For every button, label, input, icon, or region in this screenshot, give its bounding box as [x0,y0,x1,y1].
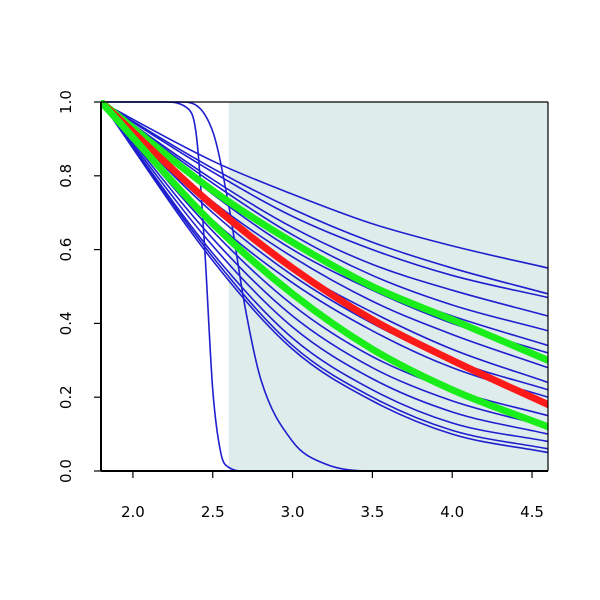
blue-curve-16 [101,101,548,450]
x-tick-label-3.5: 3.5 [360,503,384,521]
y-tick-label-1.0: 1.0 [57,90,75,114]
blue-curve-13 [101,101,548,428]
blue-curve-3 [101,101,548,299]
blue-curve-4 [101,101,548,317]
y-tick-label-0.2: 0.2 [57,385,75,409]
x-tick-label-4.0: 4.0 [440,503,464,521]
x-tick-label-4.5: 4.5 [520,503,544,521]
y-tick-label-0.6: 0.6 [57,238,75,262]
blue-curve-1 [101,101,548,269]
y-tick-label-0.8: 0.8 [57,164,75,188]
green-curve-20 [101,100,548,364]
x-tick-label-2.5: 2.5 [201,503,225,521]
y-tick-label-0.0: 0.0 [57,459,75,483]
blue-curve-17 [101,101,548,454]
x-tick-label-3.0: 3.0 [281,503,305,521]
blue-curve-2 [101,101,548,295]
y-tick-label-0.4: 0.4 [57,311,75,335]
blue-curve-15 [101,101,548,443]
green-curve-22 [101,100,548,431]
x-tick-label-2.0: 2.0 [121,503,145,521]
red-curve-21 [101,100,548,409]
curves-group [101,100,548,472]
blue-curve-14 [101,101,548,435]
axes-group: 2.0 2.5 3.0 3.5 4.0 4.5 0.0 0.2 0.4 0.6 0.8 1.0 [57,90,549,521]
blue-curve-5 [101,101,548,332]
